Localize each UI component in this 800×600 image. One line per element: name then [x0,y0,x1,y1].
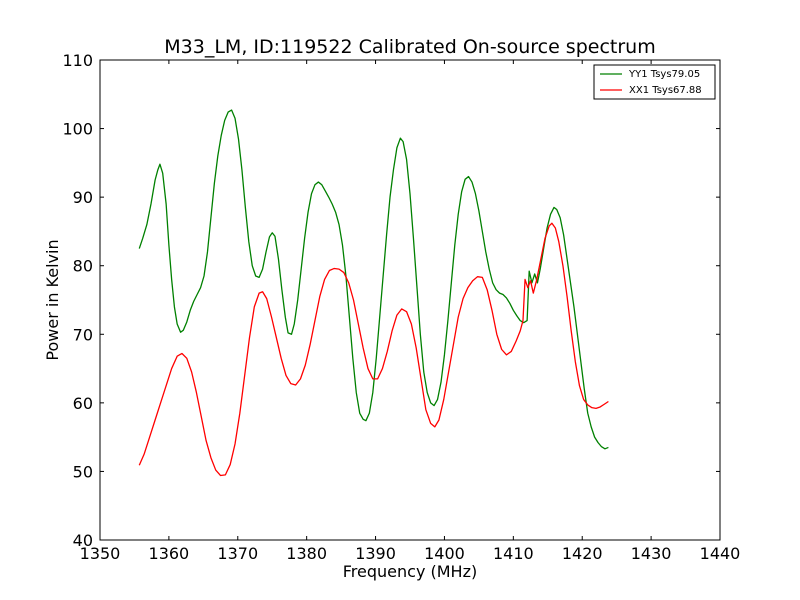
legend-label-yy1: YY1 Tsys79.05 [628,69,700,80]
legend-box [593,64,716,100]
x-tick-label: 1420 [562,544,603,563]
legend-label-xx1: XX1 Tsys67.88 [629,85,702,96]
plot-frame [99,59,721,541]
series-layer [138,109,609,477]
series-line-xx1 [138,222,609,477]
y-tick-label: 80 [73,257,93,276]
x-tick-label: 1390 [355,544,396,563]
x-tick-label: 1410 [493,544,534,563]
ticks-layer: 1350 1360 1370 1380 1390 1400 1410 1420 1430 1440… [62,51,740,563]
series-line-yy1 [138,109,609,450]
y-tick-label: 100 [62,120,93,139]
x-tick-label: 1430 [631,544,672,563]
x-tick-label: 1380 [286,544,327,563]
y-tick-label: 50 [73,462,93,481]
y-tick-label: 90 [73,188,93,207]
y-axis-label: Power in Kelvin [43,239,62,360]
x-axis-label: Frequency (MHz) [343,562,477,581]
x-tick-label: 1400 [424,544,465,563]
chart-title: M33_LM, ID:119522 Calibrated On-source s… [164,36,655,58]
y-tick-label: 110 [62,51,93,70]
y-tick-label: 40 [73,531,93,550]
legend: YY1 Tsys79.05 XX1 Tsys67.88 [593,64,716,100]
x-tick-label: 1350 [80,544,121,563]
y-tick-label: 70 [73,325,93,344]
y-tick-label: 60 [73,394,93,413]
x-tick-label: 1440 [700,544,741,563]
plot-area [100,60,720,540]
x-tick-label: 1360 [149,544,190,563]
x-tick-label: 1370 [217,544,258,563]
